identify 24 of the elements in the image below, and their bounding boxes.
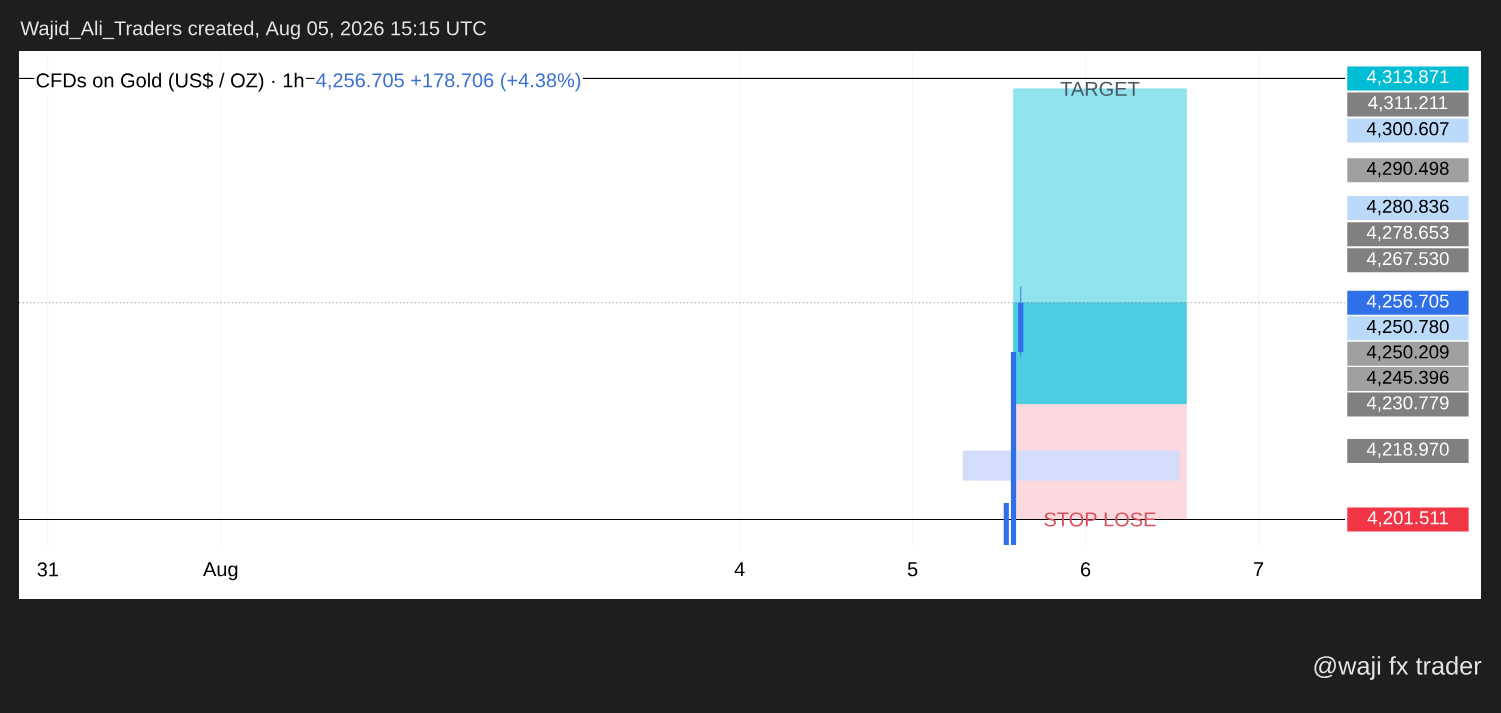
- x-tick-label: 31: [37, 562, 58, 577]
- text: @waji fx trader: [1314, 656, 1482, 680]
- y-tick-label: 4,313.871: [1366, 70, 1449, 86]
- y-tick-label: 4,267.530: [1366, 251, 1449, 268]
- text: 4,250.780: [1366, 319, 1449, 336]
- x-tick-label: 7: [1254, 562, 1264, 577]
- text: 4,278.653: [1366, 225, 1449, 242]
- text: 4,250.209: [1366, 345, 1449, 361]
- text: 4,256.705 +178.706 (+4.38%): [316, 72, 581, 92]
- x-tick-label: 4: [734, 562, 745, 577]
- text: CFDs on Gold (US$ / OZ) · 1h: [36, 72, 304, 92]
- text: Wajid_Ali_Traders created, Aug 05, 2026 15:15 UTC: [20, 20, 486, 40]
- x-tick-label: 5: [907, 562, 918, 577]
- x-tick-label: Aug: [203, 562, 238, 581]
- x-tick-label: 6: [1081, 562, 1091, 577]
- y-tick-label: 4,290.498: [1366, 161, 1449, 178]
- y-tick-label: 4,256.705: [1366, 294, 1449, 310]
- y-tick-label: 4,201.511: [1367, 511, 1448, 527]
- text: 4,311.211: [1368, 96, 1448, 112]
- y-tick-label: 4,280.836: [1366, 199, 1449, 216]
- text: 4,245.396: [1366, 370, 1449, 387]
- y-tick-label: 4,218.970: [1366, 442, 1449, 458]
- y-tick-label: 4,230.779: [1366, 396, 1449, 412]
- y-tick-label: 4,300.607: [1366, 122, 1449, 138]
